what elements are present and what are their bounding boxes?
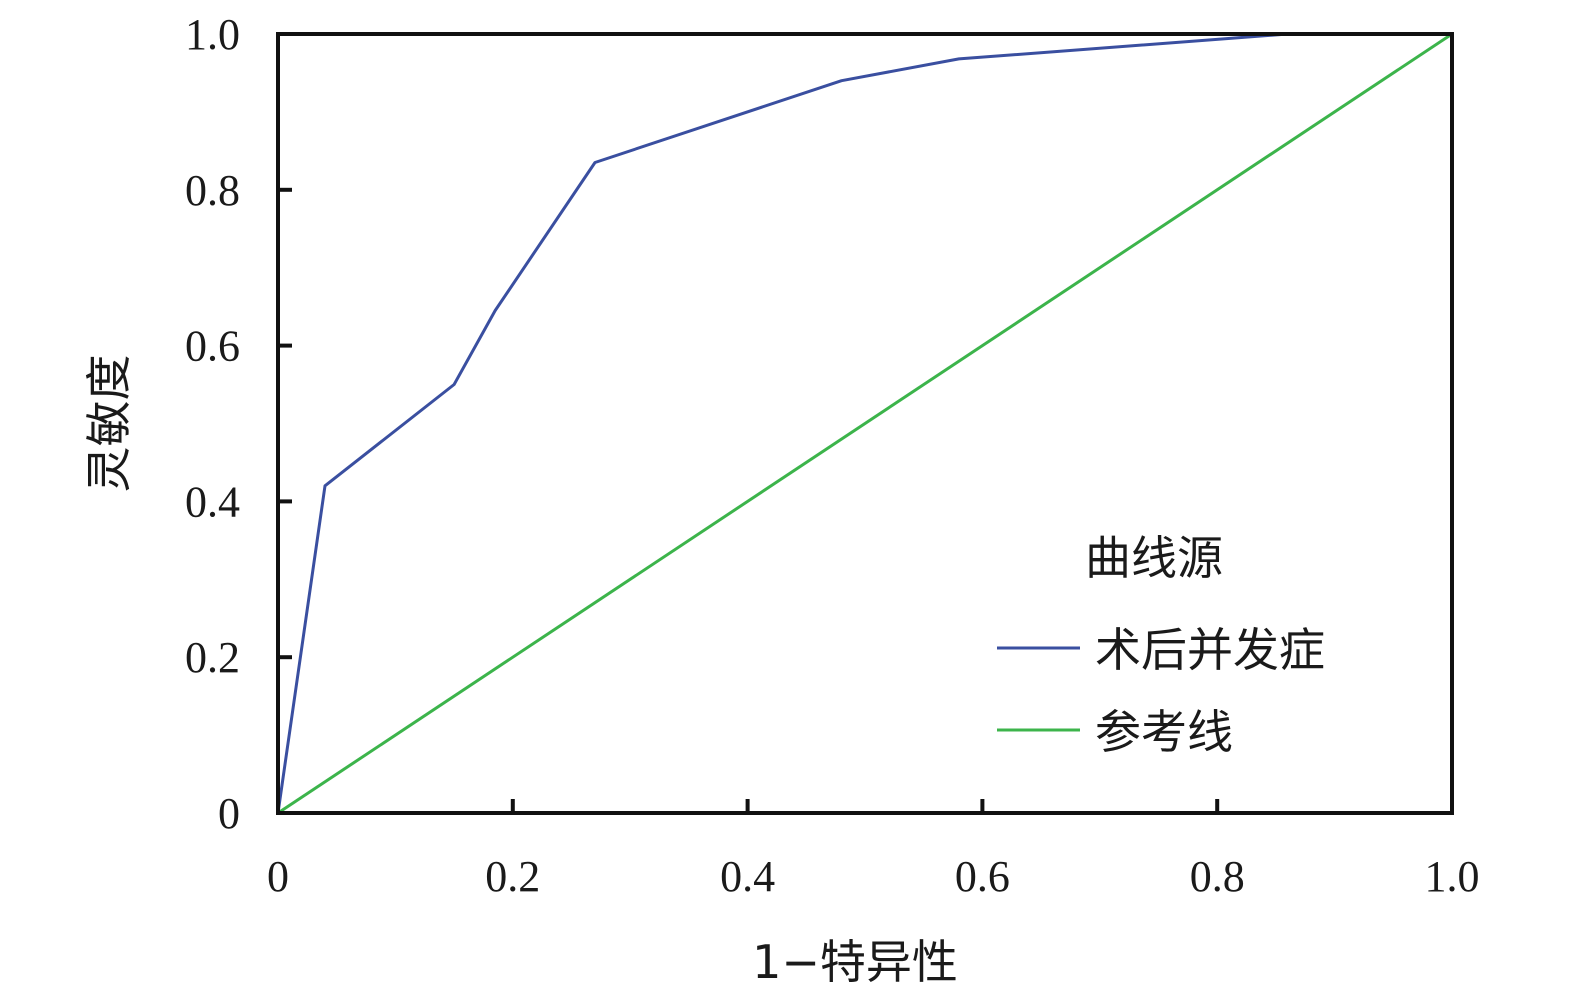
series-layer: [276, 32, 1453, 815]
y-tick-label: 0: [218, 789, 240, 838]
x-tick-label: 0.6: [955, 852, 1010, 901]
y-tick-label: 0.8: [185, 166, 240, 215]
y-tick-label: 0.2: [185, 633, 240, 682]
series-line-2: [277, 32, 1453, 815]
y-tick-label: 1.0: [185, 10, 240, 59]
x-axis-title: 1−特异性: [752, 935, 958, 989]
y-tick-label: 0.6: [185, 322, 240, 371]
tick-labels-layer: 0 0.2 0.4 0.6 0.8 1.0 0 0.2 0.4 0.6 0.8 1.0: [185, 10, 1480, 901]
legend-label-series-1: 术后并发症: [1095, 623, 1325, 677]
legend-label-series-2: 参考线: [1095, 705, 1233, 759]
x-tick-label: 1.0: [1425, 852, 1480, 901]
x-tick-label: 0.4: [720, 852, 775, 901]
y-axis-title: 灵敏度: [82, 355, 136, 493]
ticks-layer: [278, 187, 1220, 813]
legend: 曲线源 术后并发症 参考线: [997, 531, 1325, 759]
x-tick-label: 0: [267, 852, 289, 901]
series-line-1: [276, 32, 1452, 814]
y-tick-label: 0.4: [185, 477, 240, 526]
x-tick-label: 0.8: [1190, 852, 1245, 901]
legend-title: 曲线源: [1085, 531, 1223, 585]
x-tick-label: 0.2: [485, 852, 540, 901]
plot-frame: [276, 32, 1454, 815]
